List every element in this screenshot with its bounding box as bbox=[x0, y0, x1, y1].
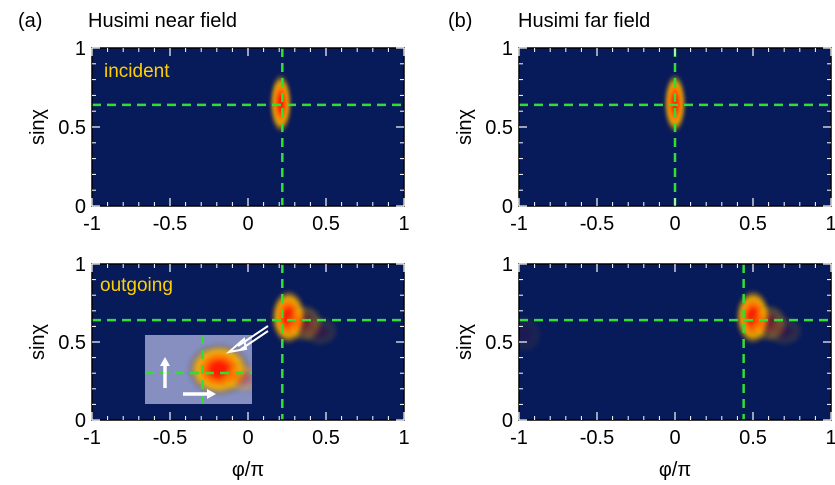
x-tick-label: -0.5 bbox=[153, 213, 187, 235]
y-tick-label: 1 bbox=[75, 38, 86, 60]
b-outgoing-peak-3 bbox=[519, 313, 544, 355]
zoom-pointer-arrow-head bbox=[225, 337, 248, 354]
x-tick-label: 0 bbox=[669, 427, 680, 449]
x-tick-label: 0 bbox=[242, 213, 253, 235]
x-axis-label: φ/π bbox=[232, 459, 264, 481]
y-tick-label: 0.5 bbox=[58, 117, 86, 139]
y-tick-label: 0.5 bbox=[58, 332, 86, 354]
inset-arrow-up-head bbox=[160, 357, 170, 366]
y-tick-label: 0.5 bbox=[485, 117, 513, 139]
x-tick-label: 1 bbox=[825, 427, 835, 449]
heatmap-content bbox=[519, 264, 831, 420]
heatmap-panels: -1 -0.5 0 0.5 1 0 0.5 1 sinχ incident -1 -0.5 0 0.5 1 0… bbox=[27, 38, 835, 481]
a-incident-peak-0 bbox=[269, 72, 293, 135]
y-axis-label: sinχ bbox=[454, 108, 476, 145]
y-tick-label: 0.5 bbox=[485, 332, 513, 354]
a-outgoing-peak-2 bbox=[299, 314, 341, 348]
panel-a-label: (a) bbox=[18, 10, 42, 32]
y-tick-label: 0 bbox=[75, 410, 86, 432]
y-tick-label: 1 bbox=[502, 254, 513, 276]
y-axis-label: sinχ bbox=[454, 323, 476, 360]
annotation-incident: incident bbox=[104, 61, 170, 82]
x-tick-label: 0 bbox=[242, 427, 253, 449]
x-tick-label: -1 bbox=[510, 213, 528, 235]
x-tick-label: 0.5 bbox=[739, 427, 767, 449]
x-tick-label: 0.5 bbox=[739, 213, 767, 235]
panel-a-title: Husimi near field bbox=[88, 10, 237, 32]
annotation-outgoing: outgoing bbox=[100, 275, 173, 296]
b-incident-peak-0 bbox=[663, 72, 687, 135]
x-tick-label: -1 bbox=[83, 427, 101, 449]
x-tick-label: -1 bbox=[83, 213, 101, 235]
panel-b-title: Husimi far field bbox=[518, 10, 650, 32]
heatmap-content bbox=[519, 48, 831, 206]
y-tick-label: 0 bbox=[75, 196, 86, 218]
x-tick-label: 1 bbox=[825, 213, 835, 235]
x-axis-label: φ/π bbox=[659, 459, 691, 481]
x-tick-label: -0.5 bbox=[153, 427, 187, 449]
inset-peak-1 bbox=[217, 362, 252, 394]
x-tick-label: 1 bbox=[398, 427, 409, 449]
x-tick-label: -1 bbox=[510, 427, 528, 449]
x-tick-label: 0.5 bbox=[312, 213, 340, 235]
heatmap-background bbox=[92, 48, 404, 206]
x-tick-label: -0.5 bbox=[580, 213, 614, 235]
x-tick-label: -0.5 bbox=[580, 427, 614, 449]
y-tick-label: 0 bbox=[502, 410, 513, 432]
y-tick-label: 1 bbox=[75, 254, 86, 276]
inset-zoom bbox=[145, 335, 252, 404]
panel-b-label: (b) bbox=[448, 10, 472, 32]
y-axis-label: sinχ bbox=[27, 323, 49, 360]
x-tick-label: 0 bbox=[669, 213, 680, 235]
x-tick-label: 1 bbox=[398, 213, 409, 235]
panel-b-outgoing: -1 -0.5 0 0.5 1 0 0.5 1 sinχ φ/π bbox=[454, 254, 835, 481]
y-axis-label: sinχ bbox=[27, 108, 49, 145]
x-tick-label: 0.5 bbox=[312, 427, 340, 449]
heatmap-content bbox=[92, 264, 404, 420]
y-tick-label: 0 bbox=[502, 196, 513, 218]
inset-arrow-right-head bbox=[207, 389, 216, 399]
panel-b-incident: -1 -0.5 0 0.5 1 0 0.5 1 sinχ bbox=[454, 38, 835, 235]
panel-a-outgoing: -1 -0.5 0 0.5 1 0 0.5 1 sinχ φ/π outgoing bbox=[27, 254, 410, 481]
b-outgoing-peak-2 bbox=[763, 314, 805, 348]
panel-a-incident: -1 -0.5 0 0.5 1 0 0.5 1 sinχ incident bbox=[27, 38, 410, 235]
heatmap-content bbox=[92, 48, 404, 206]
y-tick-label: 1 bbox=[502, 38, 513, 60]
